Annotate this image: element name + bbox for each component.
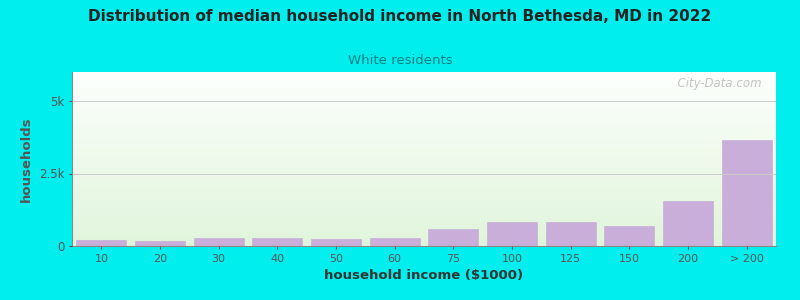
X-axis label: household income ($1000): household income ($1000) — [325, 269, 523, 282]
Y-axis label: households: households — [20, 116, 34, 202]
Bar — [487, 222, 537, 246]
Bar — [722, 140, 771, 246]
Text: City-Data.com: City-Data.com — [670, 77, 762, 90]
Bar — [605, 226, 654, 246]
Bar — [194, 238, 243, 246]
Bar — [77, 240, 126, 246]
Text: Distribution of median household income in North Bethesda, MD in 2022: Distribution of median household income … — [88, 9, 712, 24]
Text: White residents: White residents — [348, 54, 452, 67]
Bar — [370, 238, 419, 246]
Bar — [135, 241, 185, 246]
Bar — [663, 201, 713, 246]
Bar — [311, 239, 361, 246]
Bar — [253, 238, 302, 246]
Bar — [546, 222, 595, 246]
Bar — [429, 230, 478, 246]
